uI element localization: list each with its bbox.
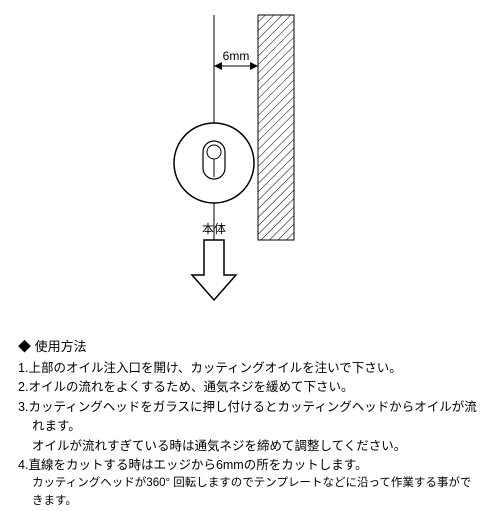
instruction-sub: オイルが流れすぎている時は通気ネジを締めて調整してください。 [18, 437, 482, 456]
hatched-wall [258, 15, 294, 240]
cutter-head [203, 141, 225, 179]
dimension-label: 6mm [223, 49, 250, 63]
dimension-6mm: 6mm [214, 49, 258, 70]
instruction-note: カッティングヘッドが360° 回転しますのでテンプレートなどに沿って作業する事が… [18, 475, 482, 511]
cutter-diagram: 6mm 本体 [0, 0, 500, 330]
instruction-item: 3.カッティングヘッドをガラスに押し付けるとカッティングヘッドからオイルが流れま… [18, 398, 482, 437]
down-arrow-icon [192, 240, 236, 300]
section-heading: ◆ 使用方法 [18, 336, 482, 355]
instruction-item: 4.直線をカットする時はエッジから6mmの所をカットします。 [18, 456, 482, 475]
body-label: 本体 [202, 222, 226, 236]
instruction-item: 2.オイルの流れをよくするため、通気ネジを緩めて下さい。 [18, 378, 482, 397]
instructions-section: ◆ 使用方法 1.上部のオイル注入口を開け、カッティングオイルを注いで下さい。 … [18, 336, 482, 511]
instruction-item: 1.上部のオイル注入口を開け、カッティングオイルを注いで下さい。 [18, 359, 482, 378]
instruction-list: 1.上部のオイル注入口を開け、カッティングオイルを注いで下さい。 2.オイルの流… [18, 359, 482, 511]
